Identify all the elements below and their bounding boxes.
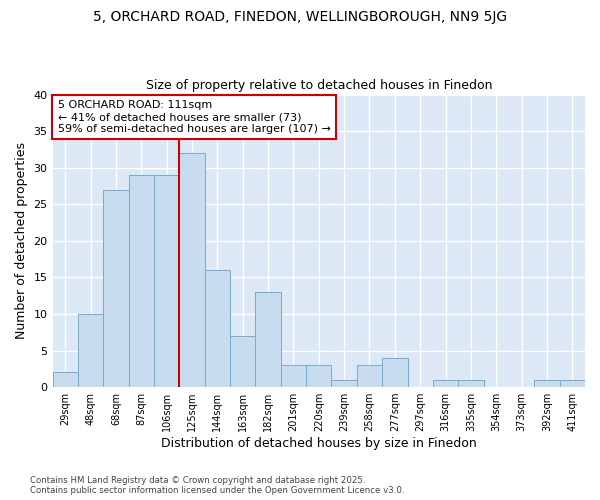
Bar xyxy=(154,175,179,387)
Text: Contains HM Land Registry data © Crown copyright and database right 2025.
Contai: Contains HM Land Registry data © Crown c… xyxy=(30,476,404,495)
Bar xyxy=(205,270,230,387)
Bar xyxy=(128,175,154,387)
Bar xyxy=(560,380,585,387)
X-axis label: Distribution of detached houses by size in Finedon: Distribution of detached houses by size … xyxy=(161,437,476,450)
Bar xyxy=(103,190,128,387)
Bar xyxy=(458,380,484,387)
Bar xyxy=(179,153,205,387)
Text: 5 ORCHARD ROAD: 111sqm
← 41% of detached houses are smaller (73)
59% of semi-det: 5 ORCHARD ROAD: 111sqm ← 41% of detached… xyxy=(58,100,331,134)
Bar xyxy=(230,336,256,387)
Bar xyxy=(433,380,458,387)
Bar xyxy=(53,372,78,387)
Title: Size of property relative to detached houses in Finedon: Size of property relative to detached ho… xyxy=(146,79,492,92)
Text: 5, ORCHARD ROAD, FINEDON, WELLINGBOROUGH, NN9 5JG: 5, ORCHARD ROAD, FINEDON, WELLINGBOROUGH… xyxy=(93,10,507,24)
Bar xyxy=(331,380,357,387)
Bar xyxy=(382,358,407,387)
Bar xyxy=(78,314,103,387)
Bar xyxy=(357,365,382,387)
Bar xyxy=(281,365,306,387)
Bar xyxy=(534,380,560,387)
Bar xyxy=(256,292,281,387)
Bar xyxy=(306,365,331,387)
Y-axis label: Number of detached properties: Number of detached properties xyxy=(15,142,28,340)
